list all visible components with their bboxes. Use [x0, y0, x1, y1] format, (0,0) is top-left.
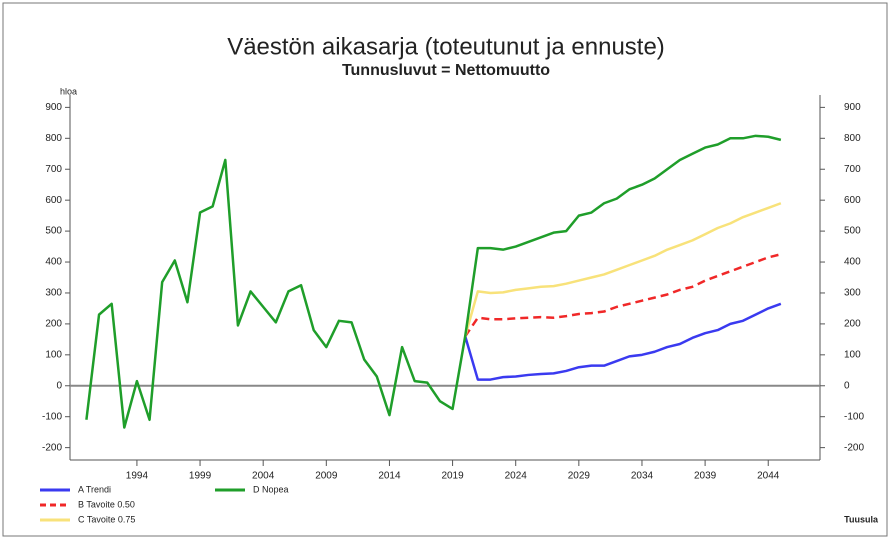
legend-label: C Tavoite 0.75: [78, 514, 135, 524]
y-tick-label: 100: [45, 349, 62, 360]
y-tick-label: 700: [45, 164, 62, 175]
legend-label: A Trendi: [78, 484, 111, 494]
series-line: [464, 253, 782, 337]
y-tick-label: 600: [45, 195, 62, 206]
y2-tick-label: 200: [844, 319, 861, 330]
y2-tick-label: 400: [844, 257, 861, 268]
x-tick-label: 2029: [568, 471, 591, 482]
x-tick-label: 2009: [315, 471, 338, 482]
chart-title: Väestön aikasarja (toteutunut ja ennuste…: [227, 33, 665, 60]
series-line: [463, 202, 782, 337]
series-line: [85, 134, 782, 429]
y-axis-label: hloa: [60, 86, 77, 96]
y2-tick-label: -100: [844, 411, 864, 422]
x-tick-label: 1994: [126, 471, 149, 482]
x-tick-label: 1999: [189, 471, 212, 482]
y-tick-label: 300: [45, 288, 62, 299]
y-tick-label: 0: [56, 380, 62, 391]
y-tick-label: 800: [45, 133, 62, 144]
y2-tick-label: 800: [844, 133, 861, 144]
x-tick-label: 2004: [252, 471, 275, 482]
y2-tick-label: 100: [844, 349, 861, 360]
y-tick-label: 400: [45, 257, 62, 268]
y2-tick-label: 600: [844, 195, 861, 206]
x-tick-label: 2019: [441, 471, 464, 482]
x-tick-label: 2014: [378, 471, 401, 482]
y-tick-label: 900: [45, 102, 62, 113]
x-tick-label: 2044: [757, 471, 780, 482]
legend-label: B Tavoite 0.50: [78, 499, 135, 509]
x-tick-label: 2024: [505, 471, 528, 482]
legend-label: D Nopea: [253, 484, 289, 494]
y-tick-label: -200: [42, 442, 62, 453]
y2-tick-label: 0: [844, 380, 850, 391]
y-tick-label: 500: [45, 226, 62, 237]
y2-tick-label: 900: [844, 102, 861, 113]
x-tick-label: 2034: [631, 471, 654, 482]
y2-tick-label: 500: [844, 226, 861, 237]
x-tick-label: 2039: [694, 471, 717, 482]
y-tick-label: -100: [42, 411, 62, 422]
y2-tick-label: 700: [844, 164, 861, 175]
source: Tuusula: [844, 514, 879, 524]
y2-tick-label: 300: [844, 288, 861, 299]
series-line: [464, 302, 782, 381]
y2-tick-label: -200: [844, 442, 864, 453]
chart-subtitle: Tunnusluvut = Nettomuutto: [342, 62, 550, 79]
y-tick-label: 200: [45, 319, 62, 330]
